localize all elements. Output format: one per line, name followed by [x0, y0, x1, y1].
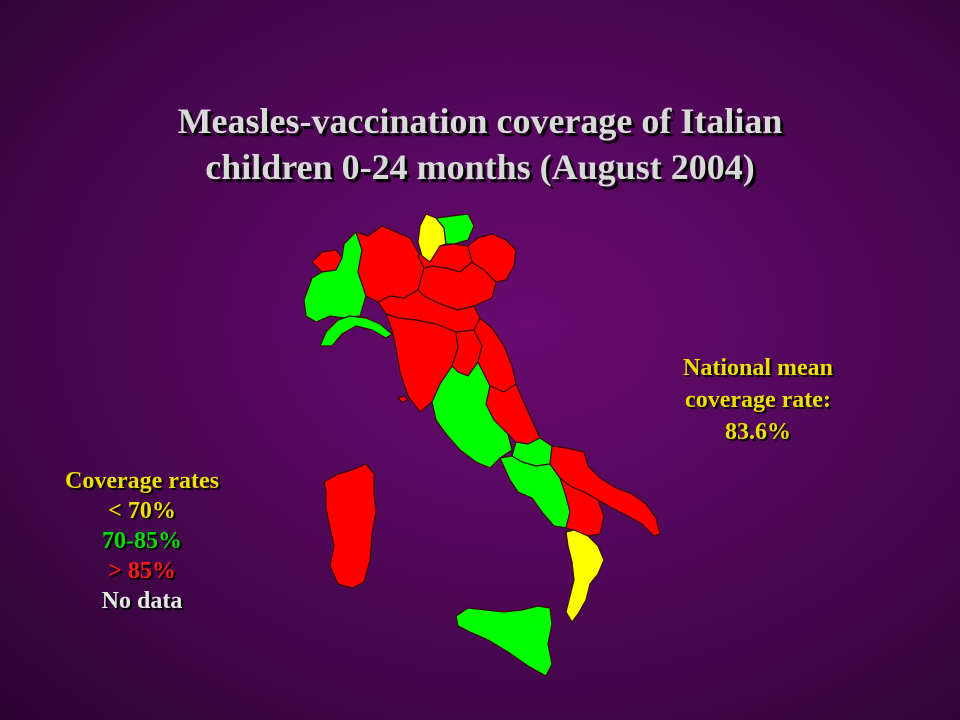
title-line-2: children 0-24 months (August 2004): [205, 147, 755, 187]
region-bolzano-east: [435, 213, 475, 245]
legend-item-high: > 85%: [108, 558, 176, 584]
region-friuli: [467, 233, 517, 283]
legend-item-low: < 70%: [108, 498, 176, 524]
region-lombardia: [355, 225, 425, 303]
region-liguria: [319, 315, 393, 347]
region-alto-adige: [417, 213, 447, 263]
legend: Coverage rates < 70% 70-85% > 85% No dat…: [20, 466, 264, 616]
region-sardegna: [323, 463, 377, 589]
title-line-1: Measles-vaccination coverage of Italian: [177, 101, 783, 141]
region-calabria: [565, 529, 605, 623]
region-elba: [397, 395, 409, 403]
map-title: Measles-vaccination coverage of Italian …: [0, 98, 960, 190]
region-piemonte: [303, 231, 367, 323]
national-mean-note: National mean coverage rate: 83.6%: [640, 352, 876, 448]
region-sicilia: [455, 605, 553, 677]
national-value: 83.6%: [725, 419, 791, 445]
national-line-1: National mean: [683, 355, 833, 381]
legend-item-nodata: No data: [101, 588, 183, 614]
national-line-2: coverage rate:: [685, 387, 831, 413]
legend-item-mid: 70-85%: [102, 528, 182, 554]
region-basilicata: [559, 477, 605, 537]
legend-heading: Coverage rates: [65, 468, 219, 494]
